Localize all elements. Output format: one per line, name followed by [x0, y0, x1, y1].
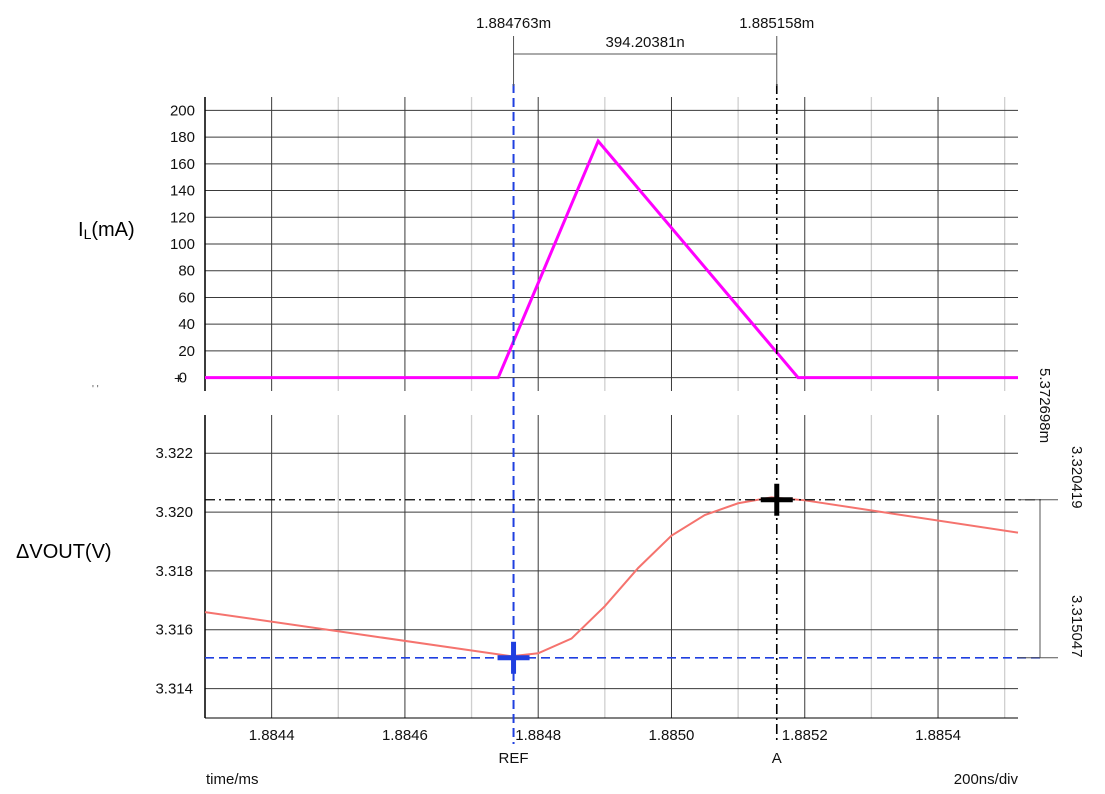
il-ylabel-unit: (mA)	[91, 219, 134, 241]
vout-ytick-label-3: 3.320	[155, 504, 193, 521]
vout-ytick-label-1: 3.316	[155, 622, 193, 639]
ref-time-readout: 1.884763m	[476, 15, 551, 32]
il-panel: 20 40 60 80 100 120 140 160 180 200 0 + IL(mA)	[78, 97, 1018, 391]
il-ytick-label-zero: 0	[179, 370, 187, 387]
vout-ytick-label-4: 3.322	[155, 445, 193, 462]
il-y-ticks: 20 40 60 80 100 120 140 160 180 200 0	[170, 102, 195, 386]
il-ytick-label-8: 160	[170, 156, 195, 173]
cursor-overlay	[205, 84, 1044, 744]
il-zero-marker: +	[174, 371, 183, 388]
x-axis-label: time/ms	[206, 771, 259, 788]
il-ytick-label-10: 200	[170, 102, 195, 119]
il-ytick-label-5: 100	[170, 236, 195, 253]
vout-y-ticks: 3.314 3.316 3.318 3.320 3.322	[155, 445, 193, 697]
il-y-axis-label: IL(mA)	[78, 219, 135, 242]
time-measurement: 1.884763m 1.885158m 394.20381n	[476, 15, 814, 86]
il-ytick-label-2: 40	[178, 316, 195, 333]
panel-separator-marks: ' '	[92, 384, 99, 395]
il-ytick-label-6: 120	[170, 209, 195, 226]
vout-panel: 3.314 3.316 3.318 3.320 3.322 ΔVOUT(V)	[16, 415, 1019, 719]
vout-ytick-label-0: 3.314	[155, 681, 193, 698]
il-ylabel-sub: L	[84, 226, 92, 242]
x-tick-label-4: 1.8852	[782, 727, 828, 744]
vout-ytick-label-2: 3.318	[155, 563, 193, 580]
x-tick-labels: 1.8844 1.8846 1.8848 1.8850 1.8852 1.8854	[249, 727, 961, 744]
value-measurement: 5.372698m 3.320419 3.315047	[1018, 368, 1085, 659]
a-cursor-label: A	[772, 750, 782, 767]
vout-grid	[204, 415, 1018, 719]
ref-cursor-crosshair[interactable]	[497, 641, 530, 674]
il-ylabel-main: I	[78, 219, 84, 241]
il-ytick-label-3: 60	[178, 289, 195, 306]
il-ytick-label-9: 180	[170, 129, 195, 146]
ref-cursor-label: REF	[499, 750, 529, 767]
vout-y-axis-label: ΔVOUT(V)	[16, 541, 112, 563]
il-grid	[204, 97, 1018, 391]
vout-series-line	[204, 496, 1019, 658]
x-tick-label-0: 1.8844	[249, 727, 295, 744]
x-tick-label-2: 1.8848	[515, 727, 561, 744]
il-ytick-label-4: 80	[178, 263, 195, 280]
a-cursor-crosshair[interactable]	[760, 483, 793, 516]
x-tick-label-5: 1.8854	[915, 727, 961, 744]
x-tick-label-3: 1.8850	[649, 727, 695, 744]
il-ytick-label-7: 140	[170, 183, 195, 200]
time-scale-label: 200ns/div	[954, 771, 1019, 788]
a-time-readout: 1.885158m	[739, 15, 814, 32]
il-series-line	[205, 138, 1018, 380]
a-value-readout: 3.320419	[1068, 446, 1085, 509]
x-tick-label-1: 1.8846	[382, 727, 428, 744]
delta-time-readout: 394.20381n	[606, 34, 685, 51]
ref-value-readout: 3.315047	[1068, 595, 1085, 658]
delta-value-readout: 5.372698m	[1036, 368, 1053, 443]
il-ytick-label-1: 20	[178, 343, 195, 360]
